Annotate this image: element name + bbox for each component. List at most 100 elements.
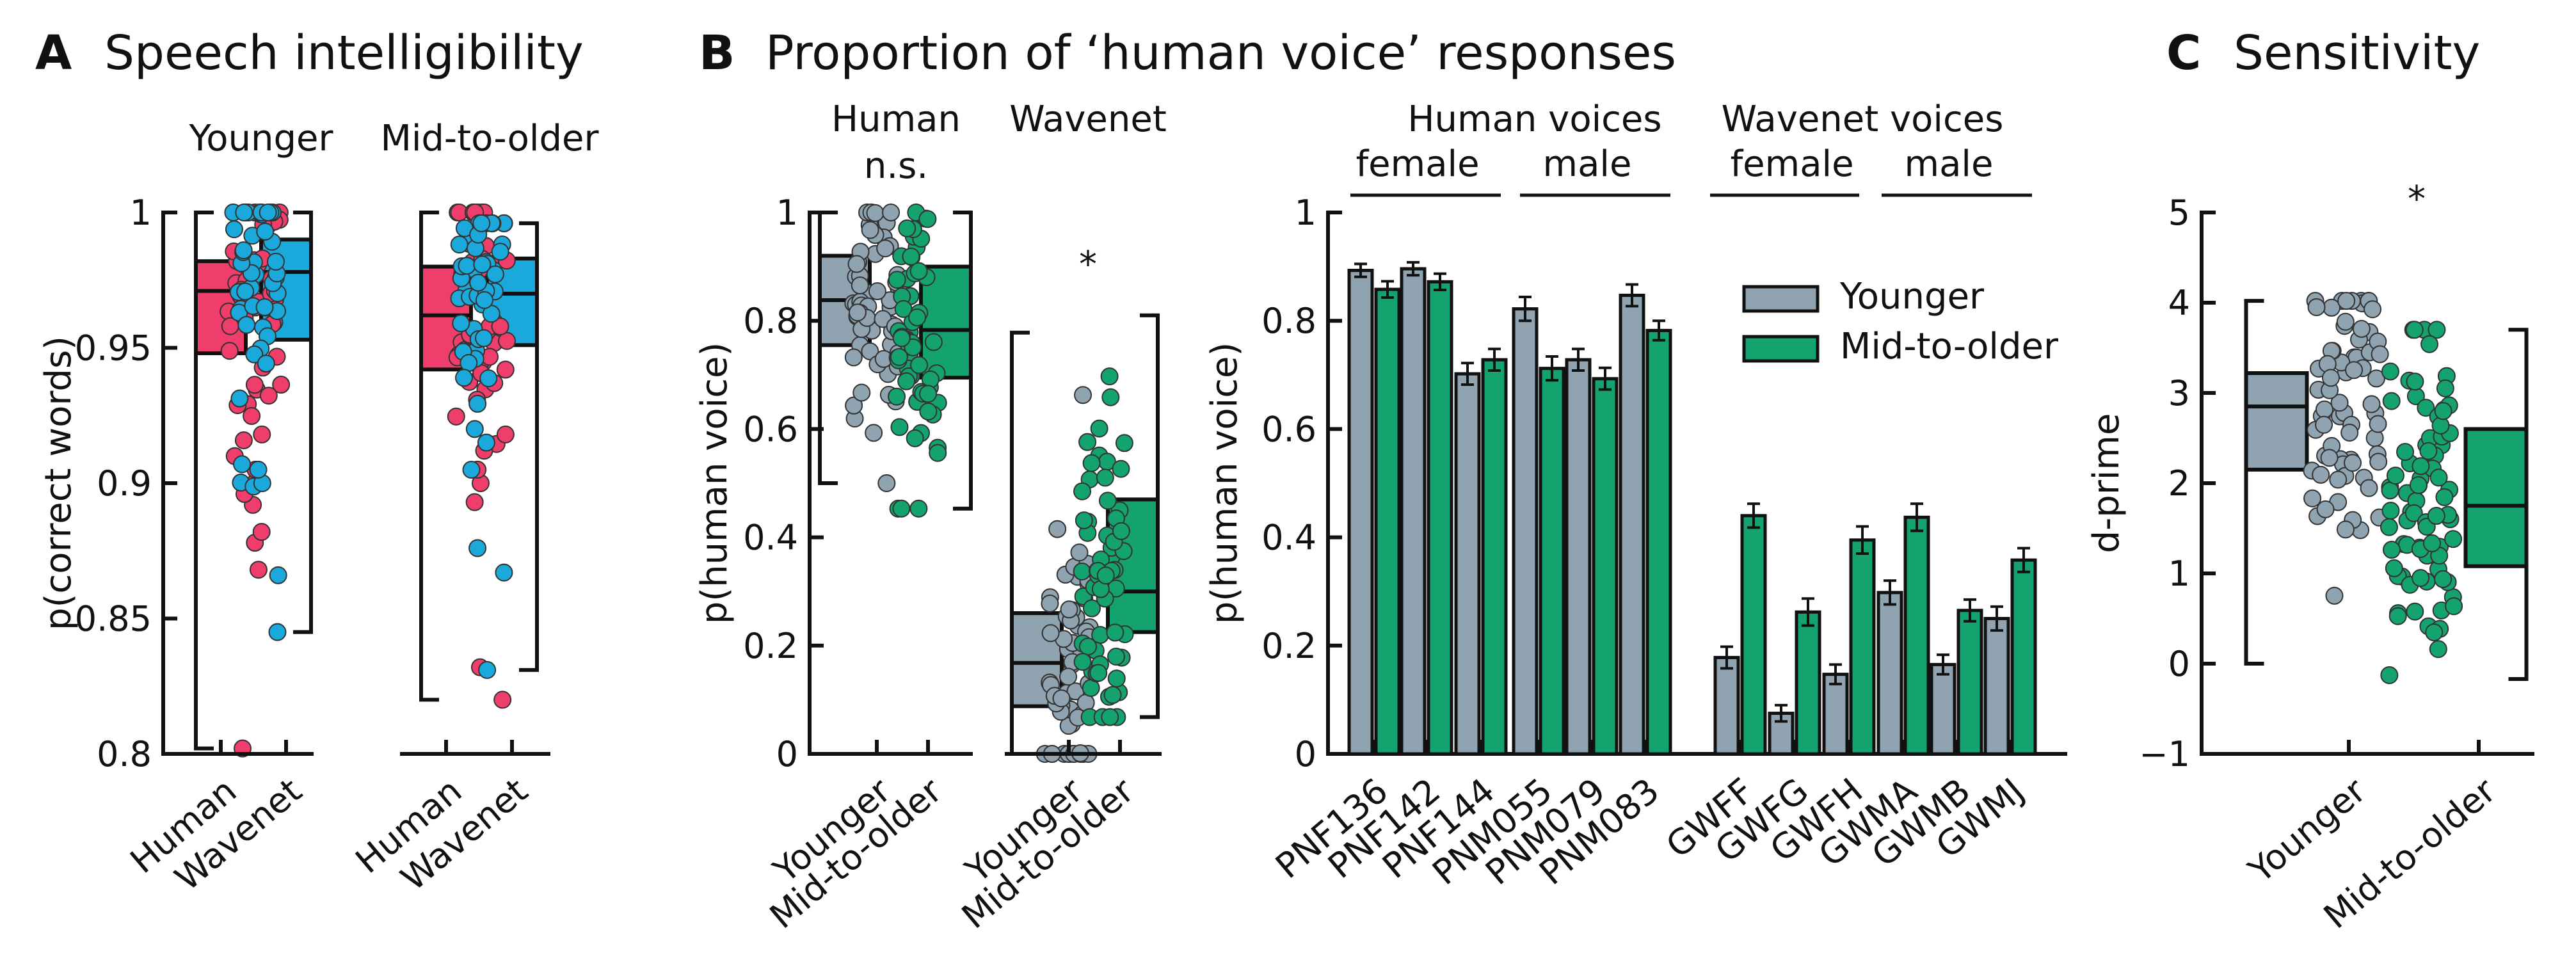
panel-c-younger-dot — [2367, 369, 2386, 388]
panel-a-wavenet-dot — [495, 563, 513, 582]
panel-a-wavenet-dot — [245, 345, 264, 364]
panel-c-older-dot — [2423, 534, 2442, 552]
panel-b-bar — [1539, 367, 1565, 756]
panel-c-older-dot — [2385, 559, 2403, 577]
panel-a-human-dot — [249, 561, 268, 579]
panel-c-older-dot — [2431, 416, 2450, 435]
panel-b-right-subheader: male — [1905, 143, 1994, 185]
panel-b-errorbar — [1434, 272, 1446, 291]
panel-b-right-group-header: Wavenet voices — [1722, 99, 2004, 140]
panel-b-bar — [1903, 515, 1930, 756]
panel-b-left-older-dot — [1103, 685, 1122, 704]
panel-c-younger-dot — [2344, 454, 2362, 472]
panel-c-older-dot — [2427, 507, 2445, 525]
panel-b-left-older-dot — [1082, 454, 1101, 472]
panel-a-wavenet-dot — [233, 455, 252, 474]
panel-b-left-older-dot — [919, 385, 938, 403]
panel-b-left-older-dot — [1073, 563, 1091, 581]
panel-a-human-dot — [496, 425, 515, 444]
panel-a-wavenet-dot — [235, 204, 253, 221]
panel-b-errorbar — [1856, 525, 1869, 555]
panel-b-errorbar — [1747, 502, 1760, 529]
panel-b-left-older-dot — [918, 210, 937, 228]
panel-b-left-younger-dot — [866, 204, 884, 222]
panel-b-left-younger-dot — [852, 383, 871, 402]
panel-b-left-younger-dot — [868, 282, 886, 301]
panel-b-right-y-tick-label: 0.2 — [1261, 626, 1316, 666]
panel-b-bar — [1427, 280, 1453, 756]
panel-b-bar — [1713, 655, 1740, 756]
panel-b-left-older-dot — [892, 499, 911, 518]
panel-b-left-older-dot — [1078, 637, 1097, 656]
panel-b-left-older-dot — [1073, 482, 1091, 500]
panel-a-wavenet-dot — [475, 291, 493, 309]
panel-b-left-older-dot — [1090, 419, 1108, 438]
panel-b-bar — [1795, 610, 1821, 756]
panel-c-older-dot — [2382, 392, 2401, 410]
panel-b-left-older-dot — [1083, 599, 1101, 618]
panel-b-errorbar — [1964, 598, 1976, 623]
panel-a-wavenet-dot — [472, 214, 491, 232]
panel-b-left-y-tick-label: 0.4 — [743, 518, 798, 558]
panel-b-bar — [1740, 514, 1767, 756]
panel-b-bar — [1956, 609, 1983, 756]
panel-b-bar — [1822, 673, 1849, 756]
panel-b-left-older-dot — [1106, 623, 1124, 642]
panel-a-letter: A — [35, 26, 72, 81]
panel-a-wavenet-dot — [479, 369, 498, 388]
panel-b-left-older-dot — [898, 219, 916, 237]
panel-b-left-y-tick-label: 1 — [776, 193, 798, 233]
panel-b-left-younger-dot — [851, 276, 869, 294]
panel-c-older-dot — [2419, 442, 2438, 460]
panel-a-human-dot — [252, 523, 271, 541]
panel-a-y-tick-label: 0.8 — [97, 734, 152, 774]
panel-b-right-y-tick-label: 0.6 — [1261, 409, 1316, 449]
panel-c-older-dot — [2445, 597, 2463, 616]
panel-b-errorbar — [1775, 703, 1788, 723]
panel-c-annotation: * — [2408, 179, 2426, 220]
panel-c-younger-whisker — [2244, 299, 2264, 666]
panel-a-wavenet-dot — [468, 394, 487, 413]
panel-a-human-dot — [243, 406, 261, 425]
panel-b-left-older-dot — [908, 308, 927, 326]
panel-b-left-older-dot — [892, 329, 911, 348]
panel-b-left-older-dot — [897, 372, 916, 390]
panel-c-title: Sensitivity — [2234, 26, 2480, 81]
panel-c-older-whisker — [2508, 328, 2529, 681]
panel-b-left-younger-dot — [1048, 520, 1067, 538]
panel-a-wavenet-dot — [259, 204, 277, 221]
panel-a-wavenet-dot — [473, 255, 492, 274]
panel-a-human-dot — [491, 317, 509, 336]
panel-b-left-younger-dot — [876, 239, 895, 258]
panel-b-right-subheader: male — [1543, 143, 1632, 185]
panel-b-left-older-whisker — [953, 211, 973, 511]
panel-b-bar — [1930, 662, 1956, 756]
panel-c-older-dot — [2396, 443, 2415, 461]
panel-b-errorbar — [1652, 319, 1665, 342]
panel-a-wavenet-dot — [236, 282, 255, 301]
panel-b-bar — [1619, 293, 1645, 756]
panel-b-left-older-dot — [890, 348, 908, 366]
panel-a-wavenet-dot — [268, 623, 287, 641]
panel-a-wavenet-dot — [249, 460, 268, 479]
panel-a-wavenet-dot — [255, 298, 274, 316]
panel-a-wavenet-whisker — [293, 211, 313, 634]
panel-b-legend-label: Mid-to-older — [1840, 326, 2059, 367]
panel-a-chart: 0.8 0.85 0.9 0.95 1 p(correct words) Younger Mi… — [38, 118, 599, 899]
panel-b-left-older-dot — [1073, 653, 1092, 671]
panel-c-older-dot — [2429, 640, 2447, 659]
panel-c-y-tick-label: 1 — [2168, 554, 2190, 594]
panel-c-younger-dot — [2362, 395, 2381, 413]
panel-a-y-tick-label: 1 — [130, 193, 152, 233]
panel-b-left-y-tick-label: 0.8 — [743, 301, 798, 341]
panel-b-left-older-dot — [924, 333, 943, 351]
panel-b-left-older-dot — [909, 499, 928, 518]
panel-b-errorbar — [1461, 362, 1474, 387]
panel-b-left-older-dot — [1098, 491, 1117, 510]
panel-a-y-label: p(correct words) — [38, 336, 79, 630]
panel-b-left-older-dot — [1107, 669, 1126, 688]
panel-b-left-older-whisker — [1140, 313, 1160, 719]
panel-c-y-tick-label: 5 — [2168, 193, 2190, 233]
panel-b-errorbar — [1354, 262, 1367, 278]
panel-c-older-dot — [2436, 379, 2454, 397]
